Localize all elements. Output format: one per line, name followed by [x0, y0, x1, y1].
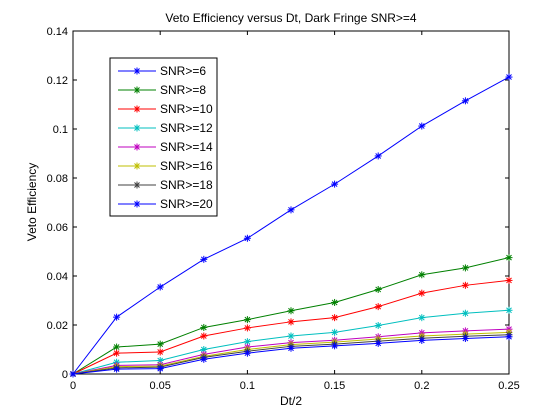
x-tick-label: 0.1: [240, 380, 255, 392]
series-lines: [69, 73, 513, 378]
data-point: [374, 152, 382, 160]
legend-item: SNR>=10: [118, 102, 213, 116]
x-tick-label: 0.15: [324, 380, 345, 392]
y-tick-label: 0.14: [47, 26, 68, 38]
data-point: [200, 332, 208, 340]
data-point: [287, 332, 295, 340]
data-point: [243, 349, 251, 357]
x-tick-label: 0.25: [498, 380, 519, 392]
data-point: [331, 180, 339, 188]
y-tick-label: 0.02: [47, 320, 68, 332]
legend-marker: [133, 200, 141, 208]
data-point: [156, 348, 164, 356]
data-point: [156, 365, 164, 373]
data-point: [418, 271, 426, 279]
legend-marker: [133, 181, 141, 189]
legend-item: SNR>=20: [118, 197, 213, 211]
legend-marker: [133, 67, 141, 75]
legend-label: SNR>=6: [160, 64, 206, 78]
legend-item: SNR>=8: [118, 83, 206, 97]
data-point: [461, 334, 469, 342]
x-tick-label: 0.2: [414, 380, 429, 392]
data-point: [69, 370, 77, 378]
legend-marker: [133, 143, 141, 151]
y-tick-label: 0: [62, 369, 68, 381]
data-point: [374, 321, 382, 329]
y-tick-label: 0.04: [47, 271, 68, 283]
legend-item: SNR>=16: [118, 159, 213, 173]
legend-item: SNR>=6: [118, 64, 206, 78]
data-point: [113, 365, 121, 373]
data-point: [374, 285, 382, 293]
data-point: [113, 349, 121, 357]
data-point: [374, 303, 382, 311]
series-8: [69, 333, 513, 378]
data-point: [461, 281, 469, 289]
data-point: [243, 324, 251, 332]
data-point: [287, 344, 295, 352]
y-tick-label: 0.06: [47, 222, 68, 234]
data-point: [505, 276, 513, 284]
legend-label: SNR>=10: [160, 102, 213, 116]
legend-label: SNR>=16: [160, 159, 213, 173]
legend-marker: [133, 86, 141, 94]
data-point: [331, 298, 339, 306]
data-point: [287, 318, 295, 326]
legend-marker: [133, 162, 141, 170]
data-point: [200, 323, 208, 331]
data-point: [331, 342, 339, 350]
data-point: [200, 255, 208, 263]
legend-marker: [133, 105, 141, 113]
legend-item: SNR>=12: [118, 121, 213, 135]
legend: SNR>=6 SNR>=8 SNR>=10 SNR>=12 SNR>=14 SNR>=16…: [109, 57, 218, 217]
data-point: [505, 73, 513, 81]
x-tick-label: 0.05: [149, 380, 170, 392]
data-point: [156, 283, 164, 291]
legend-item: SNR>=14: [118, 140, 213, 154]
data-point: [331, 314, 339, 322]
x-axis-title: Dt/2: [280, 394, 302, 408]
data-point: [418, 289, 426, 297]
chart-title: Veto Efficiency versus Dt, Dark Fringe S…: [165, 11, 417, 25]
data-point: [505, 306, 513, 314]
data-point: [113, 313, 121, 321]
x-tick-label: 0: [70, 380, 76, 392]
data-point: [461, 264, 469, 272]
data-point: [113, 343, 121, 351]
legend-label: SNR>=20: [160, 197, 213, 211]
data-point: [243, 234, 251, 242]
data-point: [331, 328, 339, 336]
data-point: [505, 333, 513, 341]
data-point: [418, 122, 426, 130]
data-point: [287, 206, 295, 214]
data-point: [461, 309, 469, 317]
data-point: [243, 316, 251, 324]
y-tick-label: 0.08: [47, 173, 68, 185]
data-point: [200, 355, 208, 363]
legend-label: SNR>=12: [160, 121, 213, 135]
legend-item: SNR>=18: [118, 178, 213, 192]
legend-label: SNR>=18: [160, 178, 213, 192]
data-point: [156, 340, 164, 348]
legend-label: SNR>=8: [160, 83, 206, 97]
data-point: [418, 336, 426, 344]
data-point: [461, 97, 469, 105]
data-point: [374, 339, 382, 347]
data-point: [418, 314, 426, 322]
data-point: [505, 254, 513, 262]
axis-ticks: 0 0.05 0.1 0.15 0.2 0.25 0 0.02 0.04 0.06 0.08 0.1 0…: [47, 26, 520, 392]
legend-box: [109, 57, 218, 217]
y-axis-title: Veto Efficiency: [25, 163, 39, 242]
legend-marker: [133, 124, 141, 132]
data-point: [287, 307, 295, 315]
y-tick-label: 0.1: [53, 124, 68, 136]
y-tick-label: 0.12: [47, 75, 68, 87]
legend-label: SNR>=14: [160, 140, 213, 154]
